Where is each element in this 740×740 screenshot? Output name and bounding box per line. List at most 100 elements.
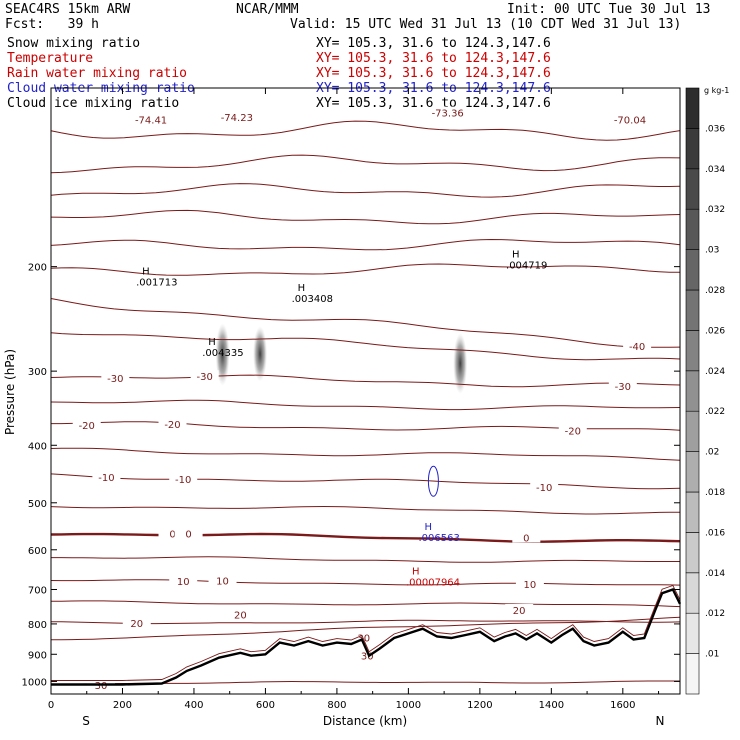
isotherm-label-bg (158, 417, 187, 429)
max-value-label: .006563 (418, 533, 459, 544)
isotherm (50, 447, 681, 461)
isotherm (50, 332, 681, 361)
isotherm-label-bg (169, 574, 198, 586)
model-title: SEAC4RS 15km ARW (5, 2, 131, 17)
isotherm (50, 120, 681, 141)
max-marker-h: H (142, 266, 150, 277)
isotherm-label-bg (222, 111, 251, 123)
y-tick-label: 800 (28, 620, 47, 631)
isotherm-label: -30 (107, 374, 123, 385)
isotherm-label: -70.04 (614, 115, 646, 126)
isotherm-label-bg (349, 631, 378, 643)
isotherm (50, 238, 681, 251)
isotherm-label-bg (190, 370, 219, 382)
colorbar-tick-label: .018 (705, 488, 725, 498)
colorbar-tick-label: .026 (705, 326, 725, 336)
colorbar-tick-label: .016 (705, 528, 725, 538)
isotherm-label: 0 (185, 529, 191, 540)
isotherm-label-bg (558, 424, 587, 436)
isotherm-label: 30 (361, 651, 374, 662)
colorbar-swatch (685, 572, 700, 614)
colorbar-swatch (685, 128, 700, 170)
isotherm (50, 209, 681, 225)
colorbar-tick-label: .01 (705, 650, 719, 660)
isotherm (50, 600, 681, 608)
cloud-water-contour (427, 465, 439, 497)
isotherm-label: -10 (536, 483, 552, 494)
isotherm-label-bg (174, 527, 203, 539)
y-tick-label: 300 (28, 367, 47, 378)
isotherm (50, 298, 681, 348)
colorbar-swatch (685, 289, 700, 331)
colorbar-swatch (685, 532, 700, 574)
snow-shading (453, 333, 468, 394)
colorbar-tick-label: .012 (705, 609, 725, 619)
isotherm-label: 30 (95, 681, 108, 692)
isotherm-label: 0 (523, 533, 529, 544)
y-tick-label: 900 (28, 650, 47, 661)
isotherm-label: 0 (169, 529, 175, 540)
field-name-cloud-ice: Cloud ice mixing ratio (7, 96, 180, 111)
y-tick-label: 400 (28, 441, 47, 452)
y-tick-label: 200 (28, 263, 47, 274)
isotherm-label: -73.36 (432, 109, 464, 120)
x-tick-label: 600 (256, 700, 275, 711)
isotherm-label-bg (615, 113, 644, 125)
north-label: N (656, 714, 665, 728)
colorbar-swatch (685, 330, 700, 372)
isotherm-label: -30 (615, 382, 631, 393)
isotherm-label-bg (433, 106, 462, 118)
x-tick-label: 400 (184, 700, 203, 711)
y-tick-label: 500 (28, 499, 47, 510)
isotherm (50, 183, 681, 198)
isotherm-label-bg (505, 604, 534, 616)
isotherm (50, 374, 681, 388)
isotherm (50, 579, 681, 586)
colorbar-tick-label: .024 (705, 367, 725, 377)
colorbar-tick-label: .036 (705, 124, 725, 134)
south-label: S (82, 714, 90, 728)
colorbar-swatch (685, 87, 700, 129)
y-tick-label: 1000 (22, 677, 47, 688)
isotherm-label-bg (72, 419, 101, 431)
field-name-temperature: Temperature (7, 51, 94, 66)
max-value-label: .001713 (136, 277, 177, 288)
y-tick-label: 700 (28, 586, 47, 597)
terrain-surface (51, 588, 682, 686)
isotherm-label: -20 (164, 420, 180, 431)
max-marker-h: H (298, 283, 306, 294)
isotherm-label-bg (530, 480, 559, 492)
x-tick-label: 1000 (396, 700, 421, 711)
max-value-label: .004719 (506, 260, 547, 271)
y-axis-label: Pressure (hPa) (3, 349, 17, 435)
max-marker-h: H (512, 249, 520, 260)
colorbar-swatch (685, 370, 700, 412)
isotherm-label-bg (353, 649, 382, 661)
colorbar-unit: g kg-1 (704, 86, 729, 95)
isotherm (50, 473, 681, 490)
isotherm (50, 399, 681, 411)
isotherm-label-bg (226, 608, 255, 620)
isotherm-label-bg (608, 380, 637, 392)
field-xy-top: XY= 105.3, 31.6 to 124.3,147.6 (316, 36, 551, 51)
x-axis-label: Distance (km) (323, 714, 407, 728)
colorbar-swatch (685, 168, 700, 210)
x-tick-label: 800 (327, 700, 346, 711)
plot-frame (50, 87, 681, 695)
center-name: NCAR/MMM (236, 2, 299, 17)
forecast-hour: Fcst: 39 h (5, 17, 99, 32)
isotherm (50, 505, 680, 515)
isotherm-0 (50, 532, 681, 543)
x-tick-label: 1600 (610, 700, 635, 711)
isotherm-label-bg (512, 531, 541, 543)
colorbar-swatch (685, 612, 700, 654)
isotherm-label: 20 (234, 611, 247, 622)
colorbar-swatch (685, 653, 700, 695)
colorbar-tick-label: .022 (705, 407, 725, 417)
y-tick-label: 600 (28, 546, 47, 557)
snow-shading (215, 323, 230, 386)
init-time: Init: 00 UTC Tue 30 Jul 13 (507, 2, 711, 17)
isotherm-label: 20 (130, 619, 143, 630)
isotherm-label-bg (158, 527, 187, 539)
